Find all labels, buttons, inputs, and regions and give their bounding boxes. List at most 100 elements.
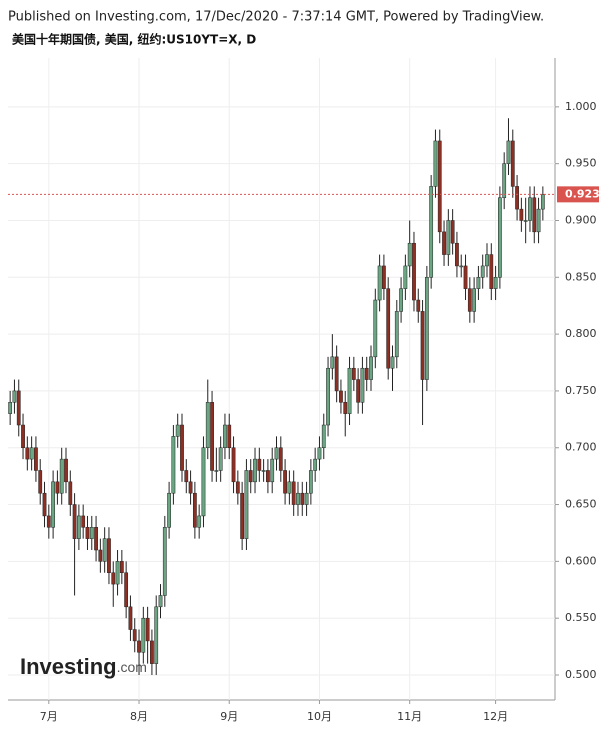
candle-body bbox=[287, 481, 292, 494]
candle-body bbox=[257, 458, 262, 471]
candle-body bbox=[399, 288, 403, 312]
candle-body bbox=[261, 470, 266, 472]
candle-body bbox=[16, 390, 21, 426]
y-tick-label: 0.600 bbox=[565, 554, 597, 567]
candle-body bbox=[34, 447, 38, 471]
candle-body bbox=[81, 515, 86, 528]
candle-body bbox=[467, 288, 472, 312]
candle-body bbox=[455, 242, 459, 267]
candle-body bbox=[317, 447, 322, 460]
candle-body bbox=[424, 277, 429, 380]
x-tick-label: 8月 bbox=[130, 710, 148, 723]
candle-body bbox=[429, 186, 434, 278]
candle-body bbox=[128, 606, 133, 630]
candle-body bbox=[360, 367, 365, 403]
candle-body bbox=[326, 367, 330, 426]
candle-body bbox=[266, 470, 270, 483]
candle-body bbox=[382, 265, 386, 289]
logo: Investing.com bbox=[20, 654, 147, 679]
candle-body bbox=[167, 492, 171, 528]
candle-body bbox=[343, 402, 348, 414]
candle-body bbox=[377, 265, 382, 301]
candle-body bbox=[308, 470, 313, 494]
candle-body bbox=[64, 458, 68, 483]
candle-body bbox=[175, 424, 180, 437]
candle-body bbox=[442, 231, 446, 255]
candle-body bbox=[489, 254, 494, 289]
candle-body bbox=[313, 458, 318, 471]
y-tick-label: 0.850 bbox=[565, 270, 597, 283]
candle-body bbox=[506, 140, 511, 164]
candle-body bbox=[115, 561, 120, 585]
candle-body bbox=[145, 617, 150, 642]
candle-body bbox=[493, 277, 498, 289]
candle-body bbox=[180, 424, 184, 471]
candle-body bbox=[94, 527, 98, 551]
candle-body bbox=[141, 617, 146, 653]
last-price-box bbox=[557, 186, 599, 203]
candle-body bbox=[240, 492, 245, 539]
candle-body bbox=[347, 367, 352, 414]
candle-body bbox=[433, 140, 438, 187]
candle-body bbox=[300, 492, 305, 505]
candle-body bbox=[192, 492, 197, 528]
y-tick-label: 0.950 bbox=[565, 157, 597, 170]
candle-body bbox=[89, 527, 94, 539]
candle-body bbox=[42, 492, 47, 517]
y-tick-label: 1.000 bbox=[565, 100, 597, 113]
candle-body bbox=[12, 390, 17, 403]
candle-body bbox=[356, 379, 361, 403]
candle-body bbox=[394, 311, 399, 358]
candle-body bbox=[98, 549, 103, 562]
candle-body bbox=[463, 265, 468, 289]
candle-body bbox=[364, 367, 369, 380]
candle-body bbox=[227, 424, 232, 448]
candle-body bbox=[321, 424, 326, 448]
candle-body bbox=[68, 481, 73, 505]
logo-brand: Investing bbox=[20, 654, 117, 679]
candle-body bbox=[446, 220, 451, 255]
candle-body bbox=[38, 470, 43, 494]
candle-body bbox=[205, 402, 210, 448]
candle-body bbox=[21, 424, 25, 448]
candle-body bbox=[107, 538, 111, 573]
candle-body bbox=[502, 163, 507, 199]
candle-body bbox=[154, 606, 159, 664]
candle-body bbox=[184, 470, 189, 483]
candle-body bbox=[137, 640, 141, 653]
candle-body bbox=[124, 572, 129, 608]
candle-body bbox=[111, 572, 116, 585]
x-tick-label: 10月 bbox=[307, 710, 332, 723]
candle-body bbox=[235, 481, 240, 494]
candle-body bbox=[25, 447, 30, 460]
candle-body bbox=[339, 390, 343, 403]
y-tick-label: 0.650 bbox=[565, 498, 597, 511]
candle-body bbox=[510, 140, 515, 187]
candle-body bbox=[386, 288, 391, 369]
candle-body bbox=[253, 458, 257, 483]
candle-body bbox=[515, 186, 519, 210]
candle-body bbox=[330, 356, 335, 369]
candle-body bbox=[334, 356, 339, 392]
published-note: Published on Investing.com, 17/Dec/2020 … bbox=[8, 10, 544, 25]
candle-body bbox=[540, 194, 545, 210]
candle-body bbox=[201, 447, 206, 517]
candle-body bbox=[369, 356, 373, 380]
candle-body bbox=[29, 447, 34, 460]
y-tick-label: 0.500 bbox=[565, 668, 597, 681]
candle-body bbox=[498, 197, 502, 278]
candle-body bbox=[416, 299, 421, 312]
candle-body bbox=[437, 140, 442, 233]
candle-body bbox=[158, 595, 163, 608]
candle-body bbox=[390, 356, 395, 369]
candle-body bbox=[270, 458, 275, 483]
candle-body bbox=[412, 242, 416, 301]
candle-body bbox=[476, 277, 481, 289]
x-tick-label: 9月 bbox=[220, 710, 238, 723]
x-tick-label: 12月 bbox=[483, 710, 508, 723]
candle-body bbox=[296, 492, 300, 505]
candle-body bbox=[420, 311, 425, 380]
candle-body bbox=[102, 538, 107, 562]
candle-body bbox=[150, 640, 154, 664]
candle-body bbox=[214, 470, 219, 472]
